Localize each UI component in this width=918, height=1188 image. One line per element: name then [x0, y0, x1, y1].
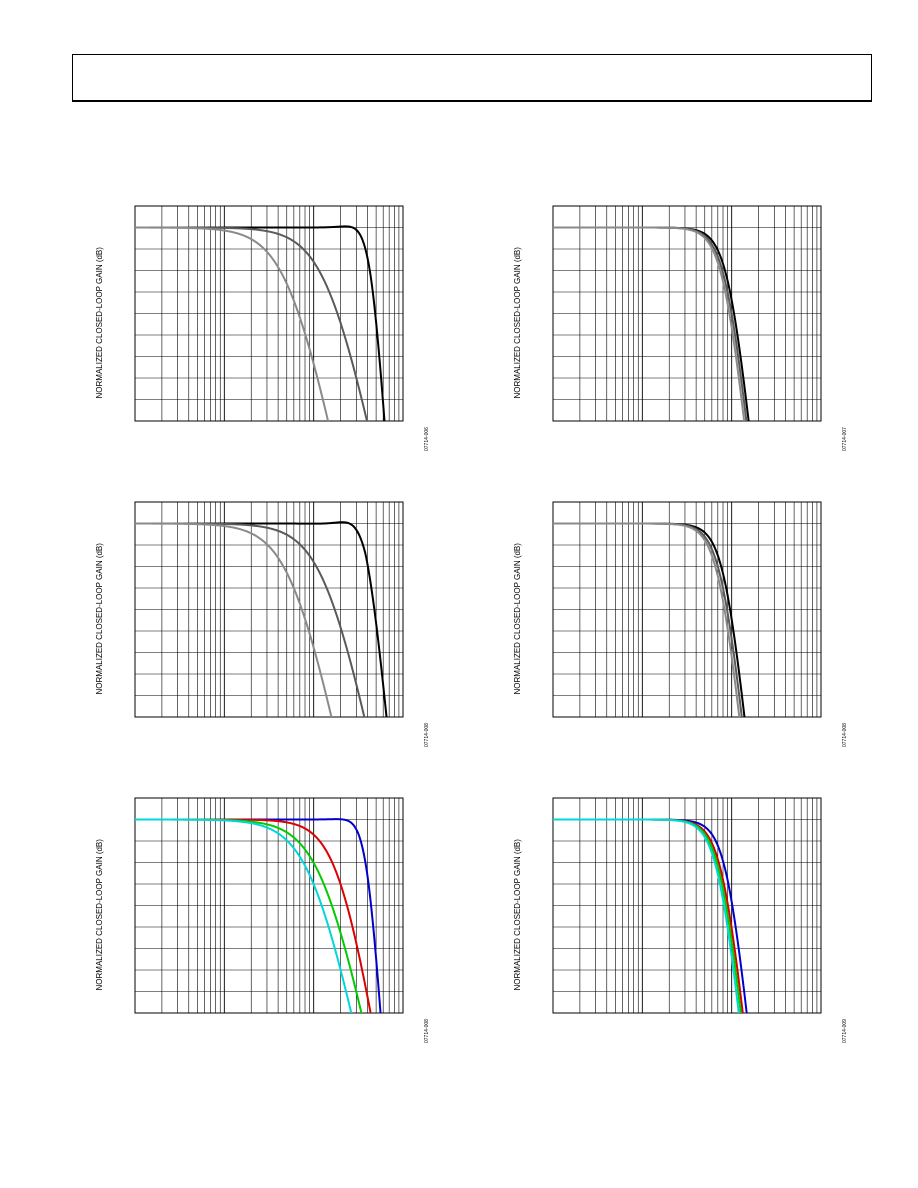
series-line-2 [135, 818, 372, 1013]
y-axis-label: NORMALIZED CLOSED-LOOP GAIN (dB) [513, 247, 522, 399]
series-line-2 [553, 226, 748, 421]
series-line-3 [553, 818, 742, 1013]
series-line-1 [553, 818, 748, 1013]
plot-frame [552, 501, 822, 718]
chart-1: NORMALIZED CLOSED-LOOP GAIN (dB) 07714-00… [95, 205, 430, 451]
series-line-2 [553, 818, 744, 1013]
series-line-2 [135, 522, 366, 717]
plot-frame [552, 797, 822, 1014]
series-line-3 [135, 818, 363, 1013]
y-axis-label: NORMALIZED CLOSED-LOOP GAIN (dB) [95, 543, 104, 695]
y-axis-label: NORMALIZED CLOSED-LOOP GAIN (dB) [513, 839, 522, 991]
plot-frame [552, 205, 822, 422]
chart-2: NORMALIZED CLOSED-LOOP GAIN (dB) 07714-00… [513, 205, 848, 451]
series-line-4 [553, 818, 740, 1013]
series-line-3 [553, 522, 741, 717]
plot-frame [134, 797, 404, 1014]
figure-id: 07714-008 [424, 723, 430, 747]
series-line-1 [553, 522, 746, 717]
series-line-1 [135, 818, 382, 1013]
page-header-box [72, 54, 872, 102]
series-line-2 [553, 522, 743, 717]
figure-id: 07714-008 [424, 1019, 430, 1043]
series-line-4 [135, 818, 353, 1013]
figure-id: 07714-009 [842, 1019, 848, 1043]
chart-5: NORMALIZED CLOSED-LOOP GAIN (dB) 07714-00… [95, 797, 430, 1043]
y-axis-label: NORMALIZED CLOSED-LOOP GAIN (dB) [95, 247, 104, 399]
plot-frame [134, 205, 404, 422]
chart-6: NORMALIZED CLOSED-LOOP GAIN (dB) 07714-00… [513, 797, 848, 1043]
chart-4: NORMALIZED CLOSED-LOOP GAIN (dB) 07714-00… [513, 501, 848, 747]
series-line-3 [135, 522, 333, 717]
series-line-1 [135, 521, 388, 717]
plot-frame [134, 501, 404, 718]
series-line-3 [135, 226, 330, 421]
series-line-3 [553, 226, 746, 421]
figure-id: 07714-006 [424, 427, 430, 451]
y-axis-label: NORMALIZED CLOSED-LOOP GAIN (dB) [513, 543, 522, 695]
series-line-1 [553, 226, 750, 421]
series-line-2 [135, 226, 369, 421]
figure-id: 07714-008 [842, 723, 848, 747]
chart-3: NORMALIZED CLOSED-LOOP GAIN (dB) 07714-00… [95, 501, 430, 747]
y-axis-label: NORMALIZED CLOSED-LOOP GAIN (dB) [95, 839, 104, 991]
figure-id: 07714-007 [842, 427, 848, 451]
series-line-1 [135, 225, 386, 421]
